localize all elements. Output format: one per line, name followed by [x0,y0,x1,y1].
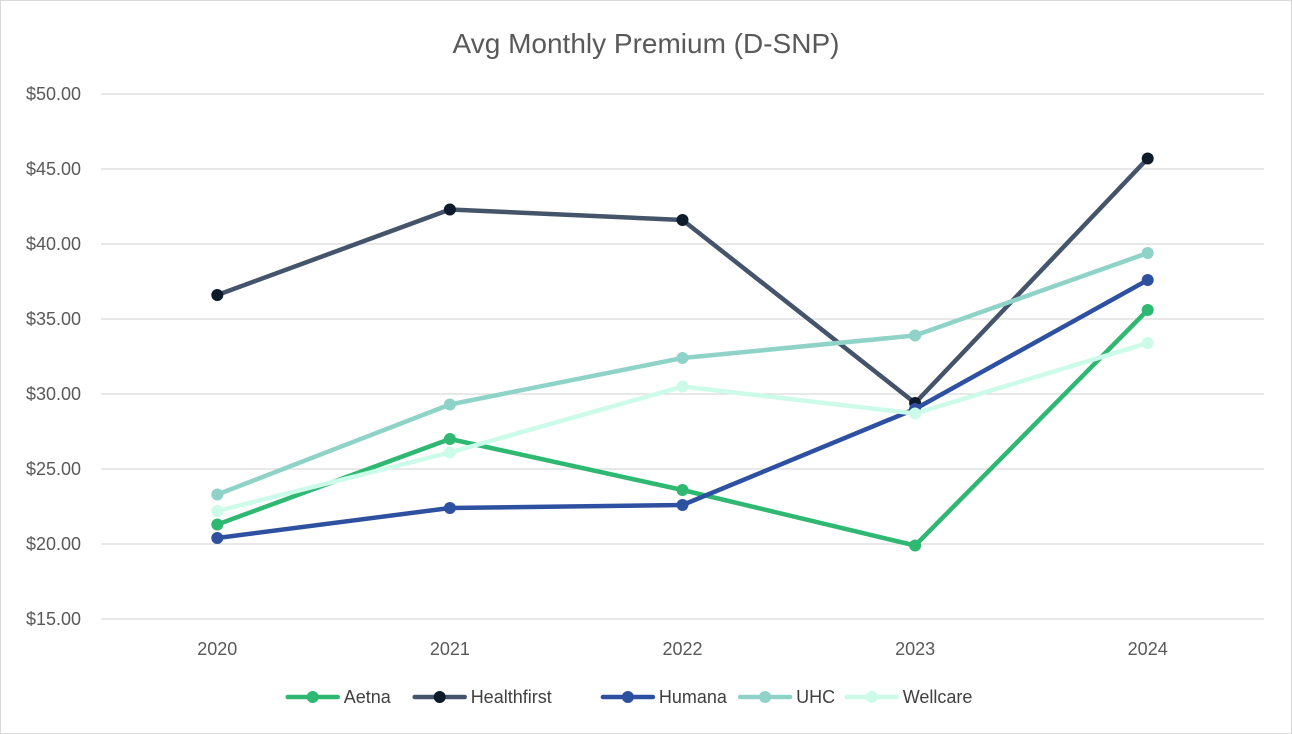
y-axis-ticks: $15.00 $20.00 $25.00 $30.00 $35.00 $40.00 $45.… [26,84,81,629]
series-healthfirst [211,152,1154,409]
series-humana [211,274,1154,544]
legend-label: Healthfirst [471,687,552,707]
y-tick-label: $20.00 [26,534,81,554]
data-point [443,398,456,411]
data-point [1141,304,1154,316]
legend-label: UHC [796,687,835,707]
data-point [676,484,689,496]
data-point [443,203,456,216]
y-tick-label: $30.00 [26,384,81,404]
y-tick-label: $35.00 [26,309,81,329]
legend-item-wellcare: Wellcare [844,687,973,707]
data-point [909,539,922,552]
x-tick-label: 2021 [430,639,470,659]
series-wellcare [211,337,1154,517]
x-axis-ticks: 2020 2021 2022 2023 2024 [197,639,1167,659]
legend-item-humana: Humana [600,687,728,707]
data-point [1141,274,1154,286]
legend: Aetna Healthfirst Humana UHC Wellcare [285,687,973,707]
data-point [211,505,224,517]
data-point [676,214,689,226]
legend-swatch-marker [621,691,634,703]
series-line [215,250,1150,497]
data-point [1141,152,1154,165]
data-point [211,532,224,544]
series-lines [211,152,1154,552]
y-tick-label: $15.00 [26,609,81,629]
y-tick-label: $50.00 [26,84,81,104]
data-point [676,380,689,393]
data-point [1141,247,1154,259]
data-point [909,407,922,420]
data-point [443,446,456,459]
chart-title: Avg Monthly Premium (D-SNP) [453,28,840,59]
data-point [676,499,689,511]
legend-swatch-marker [759,691,772,703]
y-tick-label: $45.00 [26,159,81,179]
y-tick-label: $40.00 [26,234,81,254]
legend-item-uhc: UHC [737,687,835,707]
gridlines [101,93,1264,620]
data-point [909,329,922,342]
legend-swatch-marker [306,691,319,703]
series-aetna [211,304,1154,552]
data-point [1141,337,1154,349]
x-tick-label: 2022 [662,639,702,659]
data-point [443,433,456,445]
x-tick-label: 2020 [197,639,237,659]
x-tick-label: 2024 [1128,639,1168,659]
series-uhc [211,247,1154,501]
legend-item-healthfirst: Healthfirst [412,687,552,707]
legend-label: Aetna [344,687,392,707]
y-tick-label: $25.00 [26,459,81,479]
legend-swatch-marker [865,691,878,703]
series-line [215,156,1150,406]
legend-label: Wellcare [903,687,973,707]
data-point [676,352,689,364]
data-point [211,518,224,531]
legend-swatch-marker [433,691,446,703]
data-point [211,488,224,501]
legend-label: Humana [659,687,728,707]
data-point [443,502,456,514]
data-point [211,289,224,301]
legend-item-aetna: Aetna [285,687,392,707]
x-tick-label: 2023 [895,639,935,659]
